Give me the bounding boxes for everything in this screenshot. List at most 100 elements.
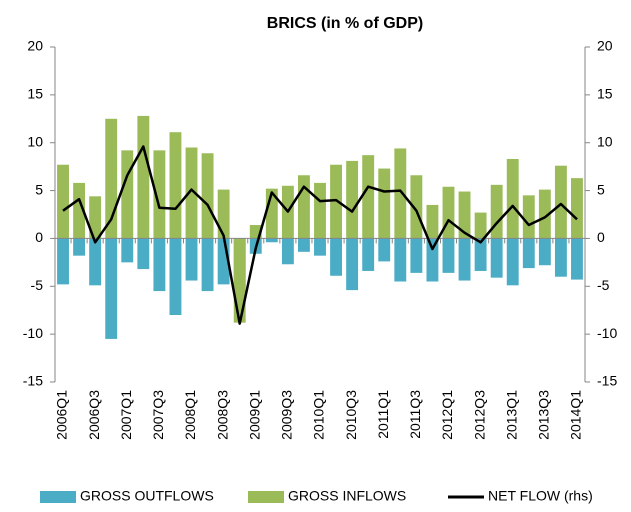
y-tick-label: 15 (27, 86, 43, 102)
bar (506, 238, 519, 286)
bar (169, 238, 182, 315)
bar (410, 175, 423, 239)
y-tick-label: -5 (31, 277, 44, 293)
bar (217, 189, 230, 239)
y2-tick-label: 10 (597, 133, 613, 149)
x-tick-label: 2012Q3 (471, 390, 487, 440)
y-tick-label: 20 (27, 38, 43, 54)
bar (137, 115, 150, 239)
bar (281, 238, 294, 265)
y-tick-label: 5 (35, 181, 43, 197)
bar (249, 225, 262, 239)
bar (378, 238, 391, 262)
bar (522, 238, 535, 269)
bar (217, 238, 230, 285)
legend-label: GROSS INFLOWS (288, 488, 406, 504)
bar (571, 238, 583, 280)
bar (137, 238, 150, 270)
bar (153, 238, 166, 292)
bar (330, 238, 343, 276)
x-tick-label: 2011Q1 (375, 390, 391, 439)
y2-tick-label: 15 (597, 86, 613, 102)
bar (233, 238, 246, 323)
y2-tick-label: -10 (597, 325, 617, 341)
bar (394, 148, 407, 239)
bar (153, 150, 166, 239)
bar (474, 238, 487, 271)
line (62, 145, 578, 325)
bar (121, 150, 134, 239)
x-tick-label: 2006Q1 (54, 390, 70, 440)
bar (201, 238, 214, 292)
bar (490, 184, 503, 239)
legend-label: NET FLOW (rhs) (488, 488, 593, 504)
bar (121, 238, 134, 263)
bar (426, 238, 439, 282)
bar (73, 238, 86, 256)
bar (442, 186, 455, 239)
bar (73, 182, 86, 239)
x-tick-label: 2007Q3 (150, 390, 166, 440)
bar (522, 195, 535, 239)
bar (265, 188, 278, 239)
x-tick-label: 2010Q1 (311, 390, 327, 440)
x-tick-label: 2012Q1 (439, 390, 455, 440)
bar (314, 238, 326, 256)
x-tick-label: 2008Q1 (182, 390, 198, 440)
x-tick-label: 2009Q3 (279, 390, 295, 440)
bar (538, 238, 551, 266)
bar (297, 238, 310, 252)
x-tick-label: 2009Q1 (246, 390, 262, 440)
chart-title: BRICS (in % of GDP) (267, 15, 423, 32)
bar (185, 147, 198, 239)
x-tick-label: 2014Q1 (568, 390, 584, 440)
x-tick-label: 2010Q3 (343, 390, 359, 440)
bar (571, 178, 583, 239)
bar (201, 153, 214, 239)
bar (490, 238, 503, 278)
bar (538, 189, 551, 239)
bar (426, 204, 439, 239)
bar (346, 238, 359, 291)
x-tick-label: 2013Q1 (503, 390, 519, 440)
y-tick-label: -15 (23, 373, 43, 389)
x-tick-label: 2006Q3 (86, 390, 102, 440)
bar (506, 158, 519, 239)
bar (89, 196, 102, 239)
bar (265, 238, 278, 243)
bar (57, 238, 69, 285)
bar (554, 165, 567, 239)
legend-swatch (40, 491, 76, 503)
bar (410, 238, 423, 273)
y2-tick-label: 0 (597, 229, 605, 245)
y2-tick-label: -15 (597, 373, 617, 389)
bar (554, 238, 567, 277)
y-tick-label: 0 (35, 229, 43, 245)
bar (442, 238, 455, 273)
y-tick-label: -10 (23, 325, 43, 341)
x-tick-label: 2007Q1 (118, 390, 134, 440)
x-tick-label: 2011Q3 (407, 390, 423, 439)
bar (394, 238, 407, 282)
y2-tick-label: -5 (597, 277, 610, 293)
bar (346, 160, 359, 239)
bar (474, 212, 487, 239)
legend-swatch (248, 491, 284, 503)
y-tick-label: 10 (27, 133, 43, 149)
bar (105, 118, 118, 239)
bar (362, 155, 375, 239)
bar (89, 238, 102, 286)
bar (458, 191, 471, 239)
legend-label: GROSS OUTFLOWS (80, 488, 214, 504)
x-tick-label: 2013Q3 (536, 390, 552, 440)
bar (57, 164, 69, 239)
bar (297, 175, 310, 239)
bar (169, 132, 182, 239)
bar (105, 238, 118, 339)
bar (458, 238, 471, 281)
y2-tick-label: 20 (597, 38, 613, 54)
bar (185, 238, 198, 281)
bar (362, 238, 375, 271)
x-tick-label: 2008Q3 (214, 390, 230, 440)
